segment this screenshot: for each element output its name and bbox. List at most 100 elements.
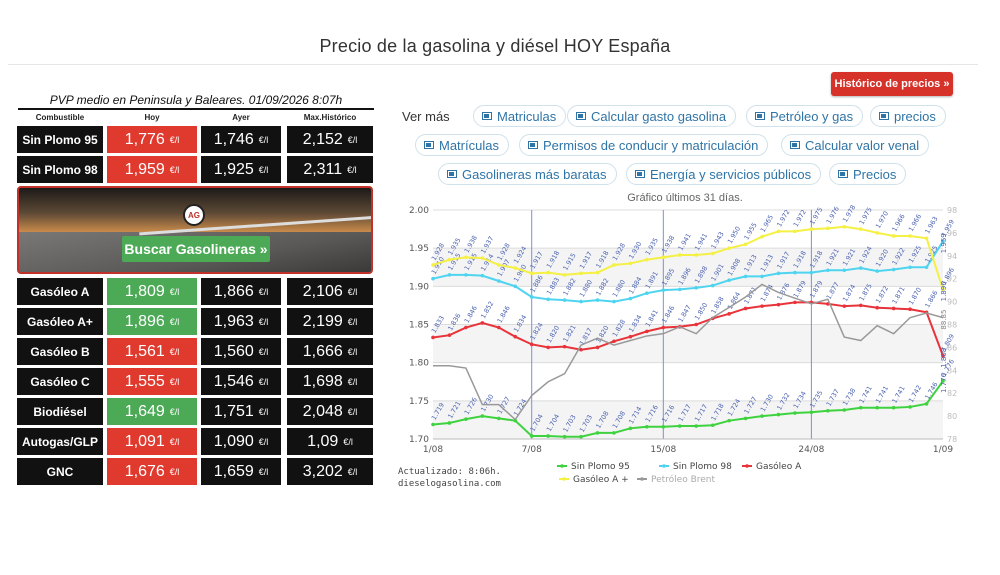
data-point (480, 321, 485, 325)
price-unit: €/l (258, 316, 269, 327)
fuel-name-value: Gasóleo A (30, 284, 90, 299)
price-yesterday: 1,751 €/l (201, 398, 281, 425)
data-point (908, 405, 912, 409)
legend-label: Sin Plomo 95 (571, 462, 630, 472)
data-point (562, 273, 567, 277)
related-link[interactable]: Calcular valor venal (781, 134, 930, 156)
data-point (710, 251, 715, 256)
chart-footer: Actualizado: 8:06h. dieselogasolina.com (398, 466, 501, 490)
price-max-historic-value: 2,048 (302, 402, 343, 420)
data-point (941, 287, 945, 292)
fuel-row: Biodiésel 1,649 €/l 1,751 €/l 2,048 €/l (17, 398, 373, 425)
data-point (826, 226, 830, 231)
data-point (513, 266, 518, 270)
data-point (480, 273, 485, 278)
price-today: 1,091 €/l (107, 428, 197, 455)
data-label: 1.975 (858, 206, 874, 226)
data-point (908, 234, 912, 238)
data-point (875, 269, 879, 273)
title-divider (8, 64, 978, 65)
y-tick-label: 1.95 (409, 244, 429, 254)
related-link[interactable]: Gasolineras más baratas (438, 163, 617, 185)
related-link[interactable]: Energía y servicios públicos (626, 163, 822, 185)
data-point (431, 263, 435, 267)
data-point (513, 334, 518, 339)
price-max-historic: 2,106 €/l (287, 278, 373, 305)
related-link[interactable]: Petróleo y gas (746, 105, 864, 127)
x-tick-label: 1/08 (423, 445, 443, 455)
price-line-chart: 1.70 1.75 1.80 1.85 1.90 1.95 2.00 78 80 82 84 86 88… (409, 204, 957, 485)
data-point (431, 276, 435, 281)
price-yesterday-value: 1,925 (213, 160, 254, 178)
price-unit: €/l (169, 406, 180, 417)
last-value-label: 1.959 (940, 233, 948, 253)
data-point (447, 273, 452, 277)
data-point (743, 242, 748, 247)
data-point (842, 268, 847, 273)
data-point (612, 431, 616, 435)
price-unit: €/l (258, 376, 269, 387)
price-unit: €/l (169, 164, 180, 175)
related-link[interactable]: Matrículas (415, 134, 509, 156)
price-max-historic: 1,698 €/l (287, 368, 373, 395)
legend-label: Petróleo Brent (651, 474, 716, 485)
data-point (645, 291, 649, 296)
data-point (579, 434, 583, 439)
y2-tick-label: 80 (947, 412, 957, 421)
data-point (579, 271, 583, 276)
series-line (433, 283, 944, 421)
search-gas-stations-button[interactable]: Buscar Gasolineras » (122, 236, 270, 262)
fuel-name: Gasóleo A+ (17, 308, 103, 335)
data-point (875, 231, 879, 235)
price-max-historic: 2,199 €/l (287, 308, 373, 335)
fuel-name-value: Sin Plomo 95 (22, 132, 98, 147)
document-icon (424, 141, 434, 149)
data-point (941, 239, 945, 244)
data-point (694, 424, 699, 428)
data-point (546, 345, 550, 350)
data-label: 1.850 (693, 301, 709, 321)
data-label: 1.866 (923, 289, 939, 309)
price-unit: €/l (347, 134, 358, 145)
data-label: 1.852 (479, 300, 495, 320)
data-point (464, 255, 468, 260)
data-label: 1.972 (792, 208, 808, 228)
price-yesterday: 1,090 €/l (201, 428, 281, 455)
related-link[interactable]: Permisos de conducir y matriculación (519, 134, 769, 156)
related-link[interactable]: precios (870, 105, 946, 127)
y2-tick-label: 92 (947, 275, 957, 284)
price-yesterday-value: 1,746 (213, 130, 254, 148)
document-icon (790, 141, 800, 149)
data-label: 1.970 (874, 210, 890, 230)
data-point (480, 414, 485, 418)
data-point (776, 271, 781, 276)
data-point (677, 287, 682, 292)
gas-station-banner[interactable]: AG Buscar Gasolineras » (17, 186, 373, 274)
data-label: 1.972 (775, 208, 791, 228)
price-today-value: 1,776 (124, 130, 165, 148)
data-point (529, 295, 534, 299)
price-yesterday-value: 1,751 (213, 402, 254, 420)
related-link-label: precios (894, 108, 936, 124)
y2-tick-label: 84 (947, 366, 957, 375)
price-max-historic: 2,048 €/l (287, 398, 373, 425)
price-yesterday: 1,659 €/l (201, 458, 281, 485)
data-point (941, 379, 945, 383)
data-point (809, 270, 814, 275)
related-link[interactable]: Calcular gasto gasolina (567, 105, 737, 127)
data-point (727, 278, 731, 283)
legend-marker (640, 477, 644, 481)
price-unit: €/l (169, 346, 180, 357)
document-icon (879, 112, 889, 120)
price-max-historic-value: 2,311 (303, 160, 343, 178)
price-today-value: 1,649 (124, 402, 165, 420)
related-link[interactable]: Precios (829, 163, 907, 185)
price-history-button[interactable]: Histórico de precios » (831, 72, 953, 96)
related-link[interactable]: Matriculas (473, 105, 567, 127)
document-icon (755, 112, 765, 120)
data-point (924, 402, 929, 406)
price-unit: €/l (347, 376, 358, 387)
data-label: 1.847 (677, 304, 693, 324)
data-point (677, 424, 682, 428)
data-point (710, 423, 715, 428)
